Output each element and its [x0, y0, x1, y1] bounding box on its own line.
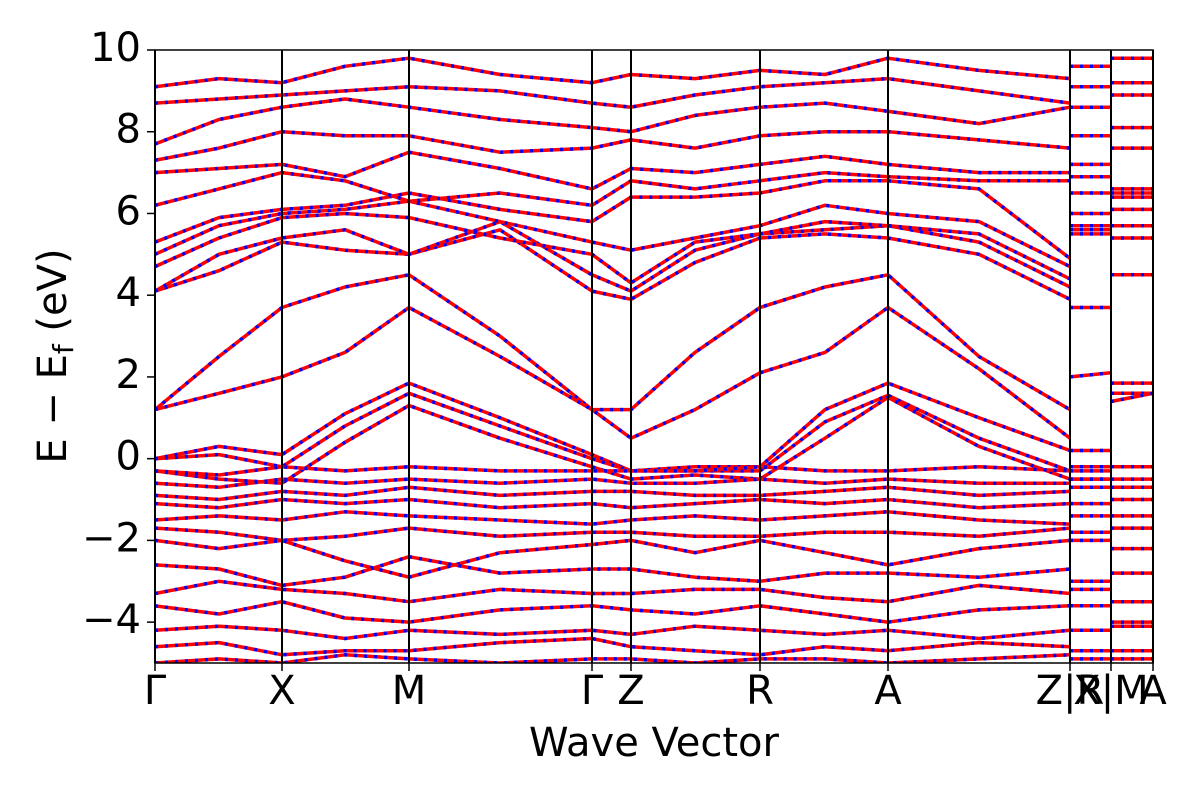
band-line-dashed: [155, 624, 1153, 641]
band-line: [155, 391, 1153, 473]
band-line-dashed: [155, 305, 1153, 440]
y-tick-label: 10: [90, 25, 141, 71]
band-line-dashed: [155, 125, 1153, 163]
band-line-dashed: [155, 526, 1153, 543]
y-tick-label: 4: [116, 270, 141, 316]
y-axis-label-part: (eV): [30, 248, 76, 344]
band-line-dashed: [155, 477, 1153, 490]
band-line-dashed: [155, 579, 1153, 604]
x-tick-label: M: [392, 668, 427, 714]
band-line: [155, 228, 1153, 302]
band-line-dashed: [155, 510, 1153, 526]
y-axis-label: E − Ef (eV): [30, 248, 80, 463]
x-tick-label: A: [1139, 668, 1167, 714]
x-tick-label: X: [268, 668, 295, 714]
x-tick-label: Z: [617, 668, 644, 714]
band-line-dashed: [155, 381, 1153, 473]
band-line-dashed: [155, 497, 1153, 510]
band-line-dashed: [155, 599, 1153, 624]
band-line-dashed: [155, 273, 1153, 412]
plot-frame: [154, 49, 1154, 664]
x-tick-label: A: [874, 668, 902, 714]
y-tick-label: −2: [82, 515, 141, 561]
band-line: [155, 56, 1153, 89]
band-line: [155, 599, 1153, 624]
band-line-dashed: [155, 228, 1153, 302]
band-line-dashed: [155, 465, 1153, 477]
y-axis-label-sub: f: [47, 343, 80, 354]
band-line-dashed: [155, 170, 1153, 208]
band-line-dashed: [155, 485, 1153, 502]
band-line-dashed: [155, 56, 1153, 89]
band-line-dashed: [155, 653, 1153, 663]
band-line-dashed: [155, 195, 1153, 269]
x-tick-label: R: [746, 668, 774, 714]
y-tick-label: −4: [82, 597, 141, 643]
band-line-dashed: [155, 554, 1153, 588]
x-tick-label: X|M: [1073, 668, 1148, 714]
x-tick-label: Γ: [144, 668, 167, 714]
band-line-dashed: [155, 93, 1153, 146]
band-line-dashed: [155, 391, 1153, 473]
band-line: [155, 170, 1153, 208]
band-line-dashed: [155, 219, 1153, 293]
y-tick-label: 8: [116, 107, 141, 153]
band-line-dashed: [155, 207, 1153, 285]
band-line-dashed: [155, 146, 1153, 191]
y-axis-label-part: E − E: [30, 354, 76, 464]
band-line-dashed: [155, 179, 1153, 260]
x-tick-label: Z|R: [1036, 668, 1105, 714]
band-line-dashed: [155, 76, 1153, 109]
band-line-dashed: [155, 538, 1153, 579]
x-tick-label: Γ: [581, 668, 604, 714]
y-tick-label: 0: [116, 434, 141, 480]
plot-area: [155, 56, 1153, 663]
band-line-dashed: [155, 636, 1153, 657]
x-axis-label: Wave Vector: [529, 720, 780, 766]
y-tick-label: 6: [116, 188, 141, 234]
band-line: [155, 305, 1153, 440]
y-tick-label: 2: [116, 352, 141, 398]
